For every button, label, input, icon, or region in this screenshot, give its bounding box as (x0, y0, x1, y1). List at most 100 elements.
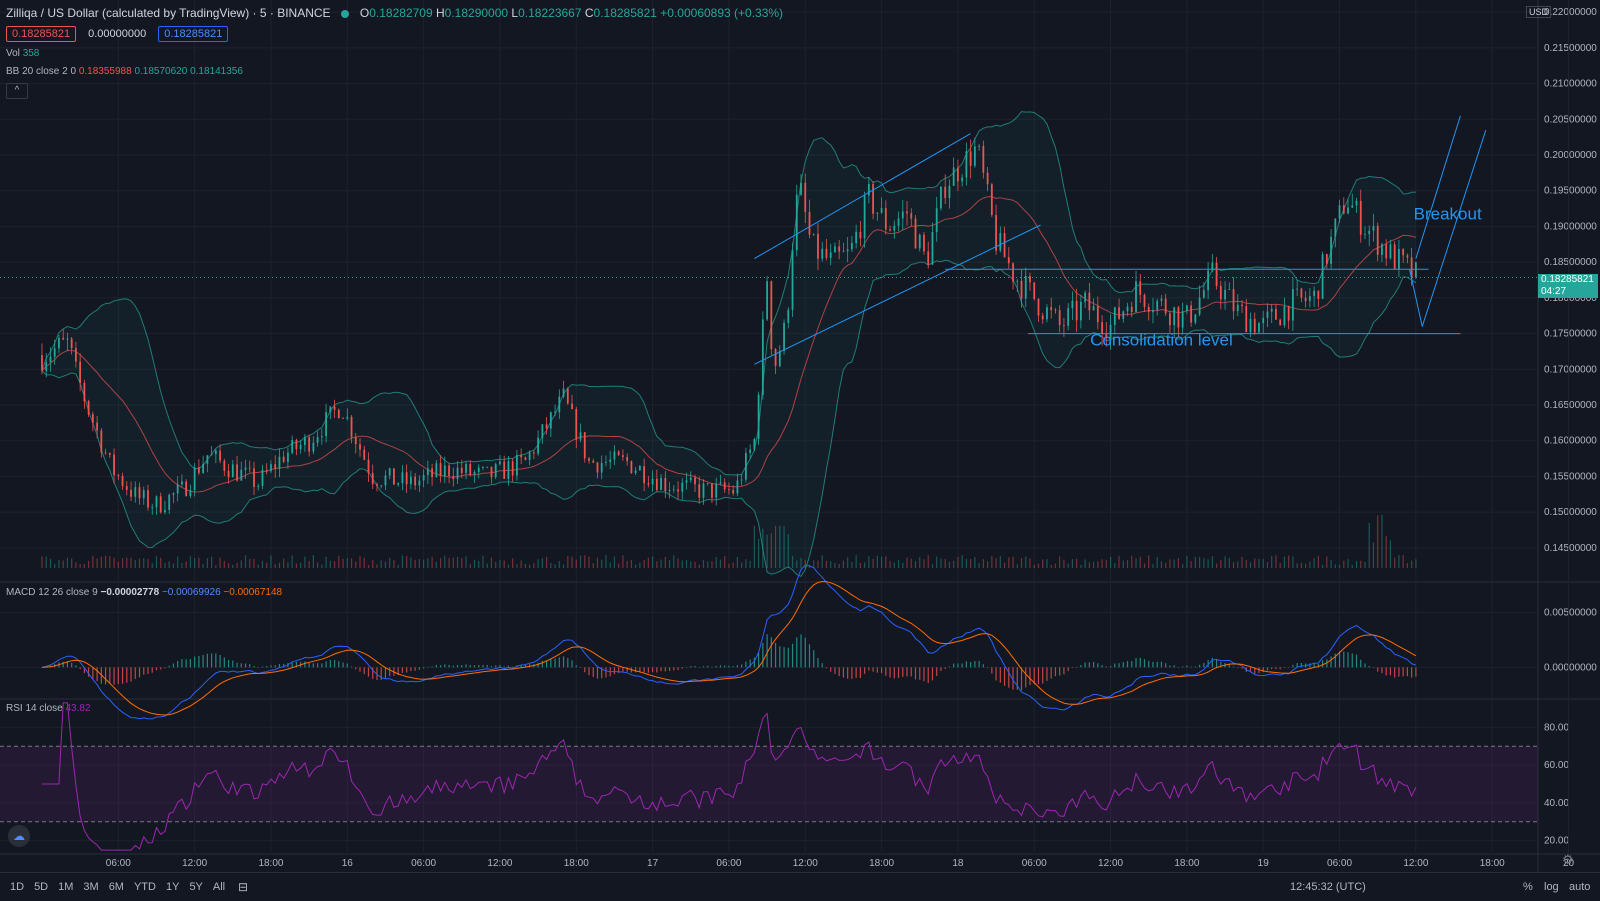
range-button-all[interactable]: All (212, 881, 226, 893)
percent-scale-toggle[interactable]: % (1523, 881, 1533, 893)
volume-bar (1046, 559, 1048, 568)
candle-body (443, 465, 446, 477)
macd-hist-bar (338, 661, 340, 668)
candle-body (1041, 315, 1044, 320)
volume-bar (1330, 560, 1332, 568)
volume-bar (219, 557, 221, 568)
candle-body (70, 338, 73, 349)
macd-hist-bar (253, 666, 255, 668)
log-scale-toggle[interactable]: log (1544, 881, 1559, 893)
volume-bar (813, 560, 815, 568)
range-button-1y[interactable]: 1Y (165, 881, 180, 893)
macd-hist-bar (249, 663, 251, 668)
candle-body (1063, 324, 1065, 326)
candle-body (617, 451, 620, 456)
macd-hist-bar (897, 667, 900, 678)
settings-gear-icon[interactable]: ⚙ (1562, 852, 1574, 867)
time-tick-label: 12:00 (793, 858, 818, 869)
macd-hist-bar (588, 667, 590, 676)
range-button-ytd[interactable]: YTD (133, 881, 156, 893)
volume-bar (465, 556, 467, 568)
chevron-up-icon[interactable]: ^ (6, 83, 28, 99)
candle-body (121, 476, 124, 487)
candle-body (452, 475, 455, 480)
candle-body (206, 455, 209, 464)
macd-hist-bar (656, 667, 658, 673)
candle-body (770, 281, 773, 350)
macd-hist-bar (1406, 667, 1408, 677)
macd-hist-bar (948, 666, 951, 668)
macd-hist-bar (1025, 667, 1027, 688)
range-button-1m[interactable]: 1M (58, 881, 74, 893)
range-button-5y[interactable]: 5Y (189, 881, 203, 893)
price-tick-label: 0.16500000 (1544, 400, 1597, 411)
candle-body (329, 406, 332, 413)
vol-legend[interactable]: Vol 358 (6, 48, 39, 59)
volume-bar (54, 563, 56, 568)
volume-bar (1118, 555, 1120, 568)
macd-hist-bar (96, 667, 98, 682)
range-button-1d[interactable]: 1D (10, 881, 25, 893)
volume-bar (109, 556, 111, 568)
macd-hist-bar (1042, 667, 1044, 684)
macd-hist-bar (1131, 661, 1133, 668)
volume-bar (278, 562, 281, 568)
candle-body (655, 478, 658, 490)
macd-hist-bar (728, 665, 730, 668)
candle-body (1410, 257, 1413, 278)
volume-bar (512, 558, 514, 568)
currency-badge[interactable]: USD (1526, 6, 1552, 18)
sell-button[interactable]: 0.18285821 (6, 26, 77, 42)
macd-hist-bar (961, 663, 963, 668)
macd-hist-bar (1050, 667, 1052, 679)
candle-body (880, 208, 883, 213)
candle-body (524, 457, 527, 460)
goto-date-icon[interactable]: ⊟ (238, 880, 249, 894)
bottom-toolbar: 1D 5D 1M 3M 6M YTD 1Y 5Y All ⊟ 12:45:32 … (0, 872, 1600, 901)
volume-bar (168, 561, 170, 568)
candle-body (155, 496, 158, 508)
auto-scale-toggle[interactable]: auto (1569, 881, 1591, 893)
volume-bar (151, 563, 153, 568)
symbol-title[interactable]: Zilliqa / US Dollar (calculated by Tradi… (6, 6, 331, 20)
range-button-3m[interactable]: 3M (83, 881, 99, 893)
range-button-6m[interactable]: 6M (108, 881, 124, 893)
candle-body (172, 493, 175, 495)
macd-hist-bar (1126, 661, 1129, 668)
macd-hist-bar (143, 667, 145, 675)
candles (41, 137, 1417, 515)
volume-bar (486, 563, 488, 568)
macd-hist-bar (257, 667, 259, 668)
candle-body (503, 461, 506, 479)
time-tick-label: 12:00 (1098, 858, 1123, 869)
bb-label: BB 20 close 2 0 (6, 66, 77, 77)
macd-hist-bar (270, 665, 272, 668)
candle-body (1071, 300, 1074, 309)
candle-body (1020, 280, 1023, 299)
volume-bar (825, 560, 828, 568)
candle-body (308, 437, 311, 452)
candle-body (545, 424, 548, 429)
candle-body (354, 437, 357, 445)
volume-bar (927, 555, 929, 568)
volume-bar (1283, 556, 1286, 568)
open-label: O (359, 6, 370, 20)
candle-body (1109, 324, 1112, 339)
macd-hist-bar (643, 667, 645, 673)
candle-body (575, 409, 578, 440)
macd-hist-bar (355, 667, 357, 670)
candle-body (134, 487, 137, 497)
price-tick-label: 0.15500000 (1544, 471, 1597, 482)
buy-button[interactable]: 0.18285821 (158, 26, 229, 42)
macd-hist-bar (1152, 661, 1154, 668)
range-button-5d[interactable]: 5D (34, 881, 49, 893)
volume-bar (49, 558, 52, 568)
candle-body (1325, 254, 1328, 264)
tradingview-logo-icon[interactable]: ☁ (8, 825, 30, 847)
rsi-legend[interactable]: RSI 14 close 43.82 (6, 703, 91, 714)
bb-legend[interactable]: BB 20 close 2 0 0.18355988 0.18570620 0.… (6, 66, 243, 77)
macd-legend[interactable]: MACD 12 26 close 9 −0.00002778 −0.000699… (6, 587, 282, 598)
clock-time[interactable]: 12:45:32 (UTC) (1290, 881, 1366, 893)
macd-hist-bar (380, 667, 382, 681)
